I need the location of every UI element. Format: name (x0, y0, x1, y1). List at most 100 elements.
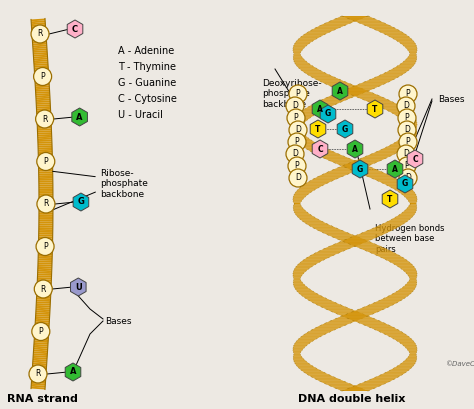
Polygon shape (32, 30, 46, 32)
Polygon shape (308, 106, 332, 107)
Polygon shape (301, 70, 321, 71)
Polygon shape (313, 303, 338, 304)
Polygon shape (332, 237, 360, 238)
Polygon shape (293, 52, 301, 53)
Polygon shape (32, 34, 46, 36)
Polygon shape (309, 75, 332, 76)
Polygon shape (293, 57, 303, 58)
Polygon shape (302, 221, 323, 222)
Polygon shape (383, 373, 405, 374)
Polygon shape (313, 103, 338, 104)
Polygon shape (303, 184, 325, 185)
Polygon shape (293, 58, 303, 59)
Polygon shape (402, 62, 416, 63)
Polygon shape (295, 42, 311, 43)
Polygon shape (387, 221, 408, 222)
Polygon shape (396, 115, 413, 116)
Polygon shape (34, 338, 48, 341)
Polygon shape (358, 247, 385, 248)
Polygon shape (294, 129, 300, 130)
Polygon shape (357, 172, 384, 173)
Polygon shape (38, 249, 53, 252)
Text: U: U (75, 283, 82, 292)
Circle shape (289, 169, 307, 187)
Polygon shape (31, 20, 45, 23)
Polygon shape (333, 19, 361, 20)
Polygon shape (33, 359, 47, 362)
Polygon shape (319, 175, 345, 176)
Polygon shape (303, 147, 324, 148)
Polygon shape (36, 93, 50, 96)
Polygon shape (373, 78, 397, 79)
Polygon shape (408, 281, 417, 282)
Polygon shape (36, 318, 49, 321)
Polygon shape (304, 372, 325, 373)
Polygon shape (369, 79, 394, 80)
Polygon shape (308, 300, 331, 301)
Polygon shape (353, 20, 381, 21)
Polygon shape (297, 39, 316, 40)
Circle shape (398, 109, 416, 127)
Polygon shape (293, 360, 306, 361)
Polygon shape (390, 144, 410, 145)
Polygon shape (407, 124, 417, 125)
Polygon shape (374, 29, 399, 30)
Polygon shape (398, 140, 414, 141)
Text: A: A (317, 105, 323, 114)
Polygon shape (396, 216, 413, 217)
Polygon shape (376, 76, 400, 77)
Circle shape (286, 97, 304, 115)
Polygon shape (322, 249, 348, 250)
Polygon shape (356, 322, 383, 323)
Polygon shape (340, 316, 368, 317)
Text: G: G (357, 164, 363, 173)
Polygon shape (403, 195, 416, 196)
Polygon shape (314, 378, 338, 379)
Polygon shape (301, 370, 321, 371)
Polygon shape (379, 256, 402, 257)
Polygon shape (31, 381, 46, 384)
Polygon shape (305, 183, 328, 184)
Polygon shape (359, 308, 386, 309)
Polygon shape (38, 242, 53, 244)
Polygon shape (293, 271, 306, 272)
Polygon shape (387, 260, 408, 261)
Polygon shape (37, 285, 51, 287)
Polygon shape (304, 108, 327, 109)
Polygon shape (322, 157, 348, 158)
Polygon shape (39, 188, 53, 190)
Polygon shape (406, 134, 417, 135)
Polygon shape (376, 151, 400, 152)
Polygon shape (33, 364, 46, 367)
Polygon shape (406, 273, 417, 274)
Polygon shape (300, 369, 319, 370)
Polygon shape (401, 138, 416, 139)
Text: P: P (44, 157, 48, 166)
Polygon shape (378, 331, 401, 332)
Polygon shape (349, 19, 377, 20)
Polygon shape (409, 352, 417, 353)
Text: T: T (387, 195, 392, 204)
Polygon shape (320, 325, 346, 326)
Text: C - Cytosine: C - Cytosine (118, 94, 177, 104)
Polygon shape (318, 230, 343, 231)
Polygon shape (409, 52, 417, 53)
Polygon shape (38, 262, 52, 265)
Polygon shape (305, 148, 328, 149)
Polygon shape (409, 355, 417, 356)
Polygon shape (35, 80, 49, 83)
Polygon shape (295, 213, 310, 214)
Polygon shape (38, 155, 52, 157)
Polygon shape (367, 251, 393, 252)
Polygon shape (293, 46, 306, 47)
Polygon shape (396, 66, 413, 67)
Polygon shape (38, 145, 52, 148)
Polygon shape (351, 319, 378, 320)
Polygon shape (339, 165, 367, 166)
Polygon shape (393, 189, 412, 190)
Text: G: G (402, 180, 408, 189)
Polygon shape (321, 324, 348, 325)
Polygon shape (375, 180, 400, 181)
Polygon shape (397, 341, 414, 342)
Polygon shape (401, 363, 415, 364)
